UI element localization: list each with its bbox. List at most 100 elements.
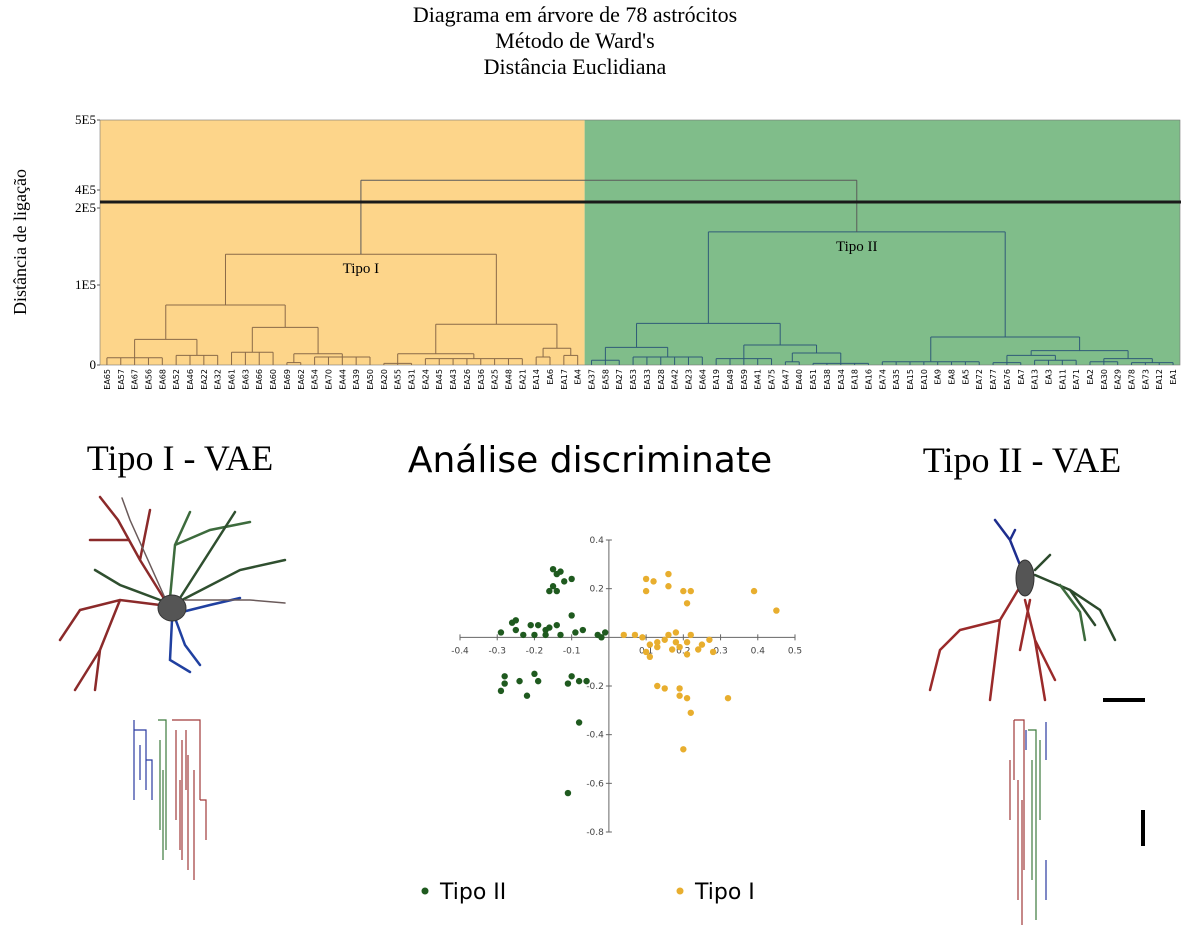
chart-subtitle: Método de Ward's [495,28,654,53]
leaf-label: EA22 [200,369,209,390]
leaf-label: EA2 [1086,369,1095,385]
leaf-label: EA62 [297,369,306,390]
point [639,634,645,640]
point [688,710,694,716]
cluster-background [585,120,1180,365]
point [568,673,574,679]
leaf-label: EA42 [671,369,680,390]
x-tick-label: -0.2 [526,646,544,656]
point [688,632,694,638]
leaf-label: EA53 [629,369,638,390]
leaf-label: EA29 [1114,369,1123,390]
point [598,634,604,640]
leaf-label: EA32 [214,369,223,390]
point [568,612,574,618]
leaf-label: EA17 [560,369,569,390]
point [542,632,548,638]
leaf-label: EA76 [1003,369,1012,390]
leaf-label: EA36 [477,369,486,390]
leaf-label: EA15 [906,369,915,390]
point [684,639,690,645]
legend-label: Tipo I [694,880,755,905]
leaf-label: EA4 [574,369,583,385]
y-tick-label: 2E5 [75,200,96,215]
point [554,622,560,628]
leaf-label: EA52 [172,369,181,390]
point [662,685,668,691]
scatter-plot: Análise discriminate -0.4-0.3-0.2-0.10.1… [408,440,802,905]
point [576,678,582,684]
leaf-label: EA18 [851,369,860,390]
point [680,746,686,752]
point [580,627,586,633]
leaf-label: EA31 [408,369,417,390]
point [565,680,571,686]
leaf-label: EA47 [781,369,790,390]
backgrounds [100,120,1180,365]
leaf-label: EA6 [546,369,555,385]
leaf-label: EA72 [975,369,984,390]
point [665,632,671,638]
y-tick-label: -0.2 [586,682,604,692]
chart-title: Diagrama em árvore de 78 astrócitos [413,2,737,27]
point [643,576,649,582]
y-tick-label: 0 [90,357,97,372]
point [669,646,675,652]
leaf-label: EA16 [864,369,873,390]
point [684,600,690,606]
leaf-label: EA48 [504,369,513,390]
point [501,680,507,686]
point [676,693,682,699]
neuron-right-tree [1010,720,1046,925]
point [699,641,705,647]
y-tick-label: -0.6 [586,779,604,789]
leaf-label: EA51 [809,369,818,390]
point [751,588,757,594]
point [654,644,660,650]
leaf-label: EA23 [684,369,693,390]
leaf-label: EA71 [1072,369,1081,390]
point [498,629,504,635]
point [684,651,690,657]
point [572,629,578,635]
leaf-label: EA12 [1155,369,1164,390]
leaf-label: EA8 [948,369,957,385]
point [583,678,589,684]
point [673,629,679,635]
point [520,632,526,638]
x-tick-label: -0.4 [451,646,469,656]
chart-title: Análise discriminate [408,440,772,481]
point [557,632,563,638]
panel-title: Tipo II - VAE [923,440,1121,480]
x-tick-label: -0.3 [488,646,506,656]
point [647,654,653,660]
leaf-label: EA26 [463,369,472,390]
point [654,683,660,689]
leaf-label: EA56 [144,369,153,390]
leaf-label: EA13 [1031,369,1040,390]
leaf-label: EA34 [837,369,846,390]
point [725,695,731,701]
leaf-label: EA46 [186,369,195,390]
leaf-label: EA1 [1169,369,1178,385]
leaf-label: EA74 [878,369,887,390]
leaf-label: EA14 [532,369,541,390]
point [516,678,522,684]
point [576,719,582,725]
leaf-label: EA33 [643,369,652,390]
point [565,790,571,796]
leaf-label: EA28 [657,369,666,390]
point [546,624,552,630]
legend-marker [422,888,429,895]
leaf-label: EA35 [892,369,901,390]
x-tick-label: 0.4 [751,646,766,656]
leaf-label: EA68 [158,369,167,390]
cluster-label: Tipo I [343,261,380,277]
figure: Diagrama em árvore de 78 astrócitos Méto… [0,0,1181,927]
leaf-label: EA38 [823,369,832,390]
leaf-label: EA30 [1100,369,1109,390]
leaf-label: EA45 [435,369,444,390]
point [554,588,560,594]
point [650,578,656,584]
point [528,622,534,628]
